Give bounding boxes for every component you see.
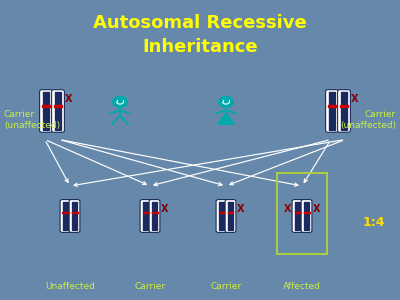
Text: Affected: Affected [283, 282, 321, 291]
FancyBboxPatch shape [225, 200, 236, 232]
FancyBboxPatch shape [149, 200, 160, 232]
FancyBboxPatch shape [60, 200, 71, 232]
Text: Carrier
(unaffected): Carrier (unaffected) [4, 110, 60, 130]
FancyBboxPatch shape [292, 200, 303, 232]
FancyBboxPatch shape [326, 90, 338, 132]
FancyBboxPatch shape [52, 90, 64, 132]
FancyBboxPatch shape [301, 200, 312, 232]
Polygon shape [218, 113, 234, 124]
Circle shape [219, 96, 233, 107]
Circle shape [113, 96, 127, 107]
Text: Carrier: Carrier [134, 282, 166, 291]
FancyBboxPatch shape [140, 200, 151, 232]
Text: X: X [65, 94, 73, 104]
Text: Autosomal Recessive: Autosomal Recessive [93, 14, 307, 32]
Text: X: X [161, 204, 168, 214]
Text: X: X [351, 94, 359, 104]
FancyBboxPatch shape [338, 90, 350, 132]
Text: Inheritance: Inheritance [142, 38, 258, 56]
Text: Unaffected: Unaffected [45, 282, 95, 291]
FancyBboxPatch shape [69, 200, 80, 232]
Text: X: X [313, 204, 320, 214]
Text: Carrier: Carrier [210, 282, 242, 291]
Text: X: X [284, 204, 291, 214]
Text: X: X [237, 204, 244, 214]
FancyBboxPatch shape [216, 200, 227, 232]
FancyBboxPatch shape [40, 90, 52, 132]
Text: 1:4: 1:4 [363, 215, 385, 229]
Text: Carrier
(unaffected): Carrier (unaffected) [340, 110, 396, 130]
